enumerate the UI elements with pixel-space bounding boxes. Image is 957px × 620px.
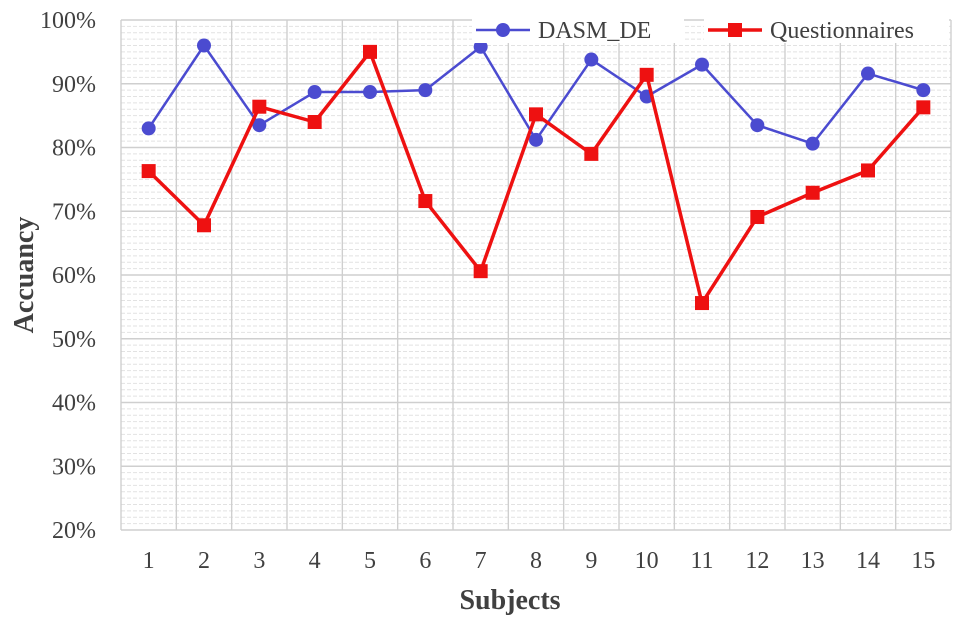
x-tick-label: 14 xyxy=(856,548,880,574)
x-tick-label: 2 xyxy=(198,548,210,574)
y-tick-label: 80% xyxy=(52,136,96,162)
data-point xyxy=(141,164,156,179)
data-point xyxy=(363,85,377,100)
y-tick-label: 40% xyxy=(52,391,96,417)
legend-swatch-marker xyxy=(728,23,742,37)
x-tick-label: 1 xyxy=(143,548,155,574)
data-point xyxy=(861,66,875,81)
series-group xyxy=(141,38,931,311)
data-point xyxy=(584,52,599,67)
y-tick-label: 70% xyxy=(52,199,96,225)
x-tick-label: 5 xyxy=(364,548,376,574)
data-point xyxy=(861,163,875,178)
y-tick-labels: 20% 30% 40% 50% 60% 70% 80% 90% 100% xyxy=(40,8,96,544)
x-tick-label: 6 xyxy=(419,548,431,574)
legend: DASM_DE Questionnaires xyxy=(472,15,949,44)
data-point xyxy=(750,209,765,224)
data-point xyxy=(418,83,433,98)
data-point xyxy=(529,132,543,147)
series-questionnaires xyxy=(141,44,931,311)
data-point xyxy=(418,194,433,209)
data-point xyxy=(197,38,211,53)
x-tick-label: 10 xyxy=(635,548,659,574)
x-tick-label: 9 xyxy=(585,548,597,574)
x-tick-label: 4 xyxy=(309,548,321,574)
legend-swatch-marker xyxy=(496,23,510,37)
x-tick-label: 15 xyxy=(911,548,935,574)
data-point xyxy=(805,185,820,200)
x-axis-title: Subjects xyxy=(459,585,560,616)
legend-item: DASM_DE xyxy=(472,15,684,44)
y-tick-label: 60% xyxy=(52,263,96,289)
data-point xyxy=(916,100,931,115)
data-point xyxy=(916,83,931,98)
data-point xyxy=(252,118,267,133)
data-point xyxy=(695,57,709,72)
x-tick-label: 7 xyxy=(475,548,487,574)
data-point xyxy=(805,136,820,151)
legend-item: Questionnaires xyxy=(704,15,949,44)
x-tick-label: 8 xyxy=(530,548,542,574)
x-tick-label: 11 xyxy=(690,548,713,574)
data-point xyxy=(307,85,322,100)
data-point xyxy=(584,146,599,161)
y-tick-label: 30% xyxy=(52,454,96,480)
data-point xyxy=(473,39,488,54)
legend-label: Questionnaires xyxy=(770,18,914,44)
data-point xyxy=(141,121,156,136)
x-tick-labels: 1 2 3 4 5 6 7 8 9 10 11 12 13 14 15 xyxy=(143,548,936,574)
y-tick-label: 20% xyxy=(52,518,96,544)
data-point xyxy=(639,67,654,82)
data-point xyxy=(750,118,765,133)
x-tick-label: 12 xyxy=(745,548,769,574)
y-tick-label: 90% xyxy=(52,72,96,98)
legend-label: DASM_DE xyxy=(538,18,651,44)
y-axis-title: Accuancy xyxy=(9,217,40,334)
data-point xyxy=(197,218,211,233)
y-tick-label: 50% xyxy=(52,327,96,353)
series-dasm-de xyxy=(141,38,931,151)
y-tick-label: 100% xyxy=(40,8,96,34)
data-point xyxy=(363,44,377,59)
data-point xyxy=(529,107,543,122)
data-point xyxy=(473,264,488,279)
data-point xyxy=(252,99,267,114)
x-tick-label: 3 xyxy=(253,548,265,574)
x-tick-label: 13 xyxy=(801,548,825,574)
data-point xyxy=(307,115,322,129)
data-point xyxy=(695,296,709,311)
